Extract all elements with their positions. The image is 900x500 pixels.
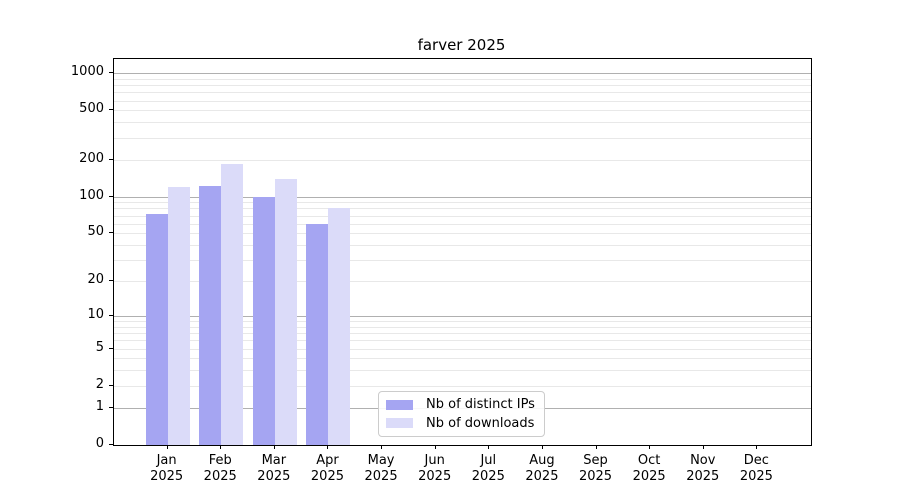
x-tick-label: Dec 2025 bbox=[739, 453, 773, 484]
x-tick-label: Sep 2025 bbox=[578, 453, 613, 484]
y-tick-label: 10 bbox=[87, 306, 104, 322]
gridline-minor bbox=[114, 78, 811, 80]
y-tick-label: 100 bbox=[79, 187, 104, 203]
y-tick-mark bbox=[109, 406, 113, 408]
x-tick-mark bbox=[702, 445, 704, 449]
gridline-minor bbox=[114, 137, 811, 139]
legend-entry-downloads: Nb of downloads bbox=[386, 416, 536, 431]
gridline-minor bbox=[114, 110, 811, 112]
gridline-major bbox=[114, 315, 811, 317]
x-tick-mark bbox=[595, 445, 597, 449]
y-tick-label: 1 bbox=[95, 398, 104, 414]
bar-nb-of-downloads-jan bbox=[167, 186, 190, 445]
gridline-minor bbox=[114, 326, 811, 328]
x-tick-label: Feb 2025 bbox=[203, 453, 237, 484]
legend-label-distinct-ips: Nb of distinct IPs bbox=[426, 397, 535, 413]
x-tick-label: Oct 2025 bbox=[632, 453, 666, 484]
legend-swatch-downloads-icon bbox=[386, 418, 413, 429]
legend: Nb of distinct IPs Nb of downloads bbox=[378, 391, 545, 437]
gridline-minor bbox=[114, 100, 811, 102]
plot-area bbox=[113, 58, 812, 446]
gridline-minor bbox=[114, 208, 811, 210]
y-tick-label: 1000 bbox=[70, 64, 104, 80]
y-tick-mark bbox=[109, 232, 113, 234]
gridline-minor bbox=[114, 223, 811, 225]
x-tick-label: Mar 2025 bbox=[257, 453, 291, 484]
y-tick-label: 50 bbox=[87, 224, 104, 240]
x-tick-mark bbox=[166, 445, 168, 449]
gridline-minor bbox=[114, 122, 811, 124]
x-tick-label: Jul 2025 bbox=[471, 453, 505, 484]
gridline-minor bbox=[114, 92, 811, 94]
bar-nb-of-distinct-ips-mar bbox=[252, 196, 275, 445]
y-tick-label: 20 bbox=[87, 272, 104, 288]
x-tick-mark bbox=[434, 445, 436, 449]
chart-title: farver 2025 bbox=[417, 36, 506, 54]
bar-nb-of-distinct-ips-jan bbox=[145, 214, 168, 445]
y-tick-mark bbox=[109, 444, 113, 445]
x-tick-label: Aug 2025 bbox=[525, 453, 559, 484]
gridline-major bbox=[114, 73, 811, 75]
y-tick-label: 200 bbox=[79, 150, 104, 166]
x-tick-mark bbox=[756, 445, 758, 449]
gridline-minor bbox=[114, 260, 811, 262]
x-tick-label: May 2025 bbox=[364, 453, 398, 484]
legend-entry-distinct-ips: Nb of distinct IPs bbox=[386, 397, 536, 412]
x-tick-mark bbox=[381, 445, 383, 449]
gridline-major bbox=[114, 196, 811, 198]
bar-nb-of-distinct-ips-apr bbox=[306, 223, 329, 445]
x-tick-label: Nov 2025 bbox=[686, 453, 720, 484]
x-tick-mark bbox=[541, 445, 543, 449]
y-tick-label: 0 bbox=[95, 436, 104, 451]
x-tick-label: Jan 2025 bbox=[150, 453, 184, 484]
y-tick-mark bbox=[109, 158, 113, 160]
gridline-minor bbox=[114, 202, 811, 204]
bar-nb-of-distinct-ips-feb bbox=[199, 185, 222, 445]
x-tick-label: Apr 2025 bbox=[310, 453, 344, 484]
gridline-minor bbox=[114, 340, 811, 342]
x-tick-label: Jun 2025 bbox=[418, 453, 452, 484]
gridline-minor bbox=[114, 281, 811, 283]
y-tick-label: 5 bbox=[95, 339, 104, 355]
gridline-minor bbox=[114, 370, 811, 372]
gridline-minor bbox=[114, 215, 811, 217]
bar-nb-of-downloads-mar bbox=[274, 179, 297, 445]
y-tick-mark bbox=[109, 72, 113, 74]
x-tick-mark bbox=[488, 445, 490, 449]
y-tick-label: 500 bbox=[79, 101, 104, 117]
bar-nb-of-downloads-feb bbox=[221, 163, 244, 445]
legend-swatch-distinct-ips-icon bbox=[386, 399, 413, 410]
x-tick-mark bbox=[649, 445, 651, 449]
legend-label-downloads: Nb of downloads bbox=[426, 415, 535, 431]
gridline-minor bbox=[114, 245, 811, 247]
bar-nb-of-downloads-apr bbox=[328, 208, 351, 445]
gridline-minor bbox=[114, 159, 811, 161]
gridline-minor bbox=[114, 233, 811, 235]
gridline-minor bbox=[114, 385, 811, 387]
y-tick-label: 2 bbox=[95, 376, 104, 392]
y-tick-mark bbox=[109, 109, 113, 111]
y-tick-mark bbox=[109, 195, 113, 197]
gridline-minor bbox=[114, 321, 811, 323]
y-tick-mark bbox=[109, 347, 113, 349]
x-tick-mark bbox=[273, 445, 275, 449]
gridline-minor bbox=[114, 358, 811, 360]
gridline-minor bbox=[114, 85, 811, 87]
x-tick-mark bbox=[220, 445, 222, 449]
gridline-minor bbox=[114, 333, 811, 335]
y-tick-mark bbox=[109, 280, 113, 282]
x-tick-mark bbox=[327, 445, 329, 449]
gridline-minor bbox=[114, 348, 811, 350]
y-tick-mark bbox=[109, 384, 113, 386]
y-tick-mark bbox=[109, 314, 113, 316]
